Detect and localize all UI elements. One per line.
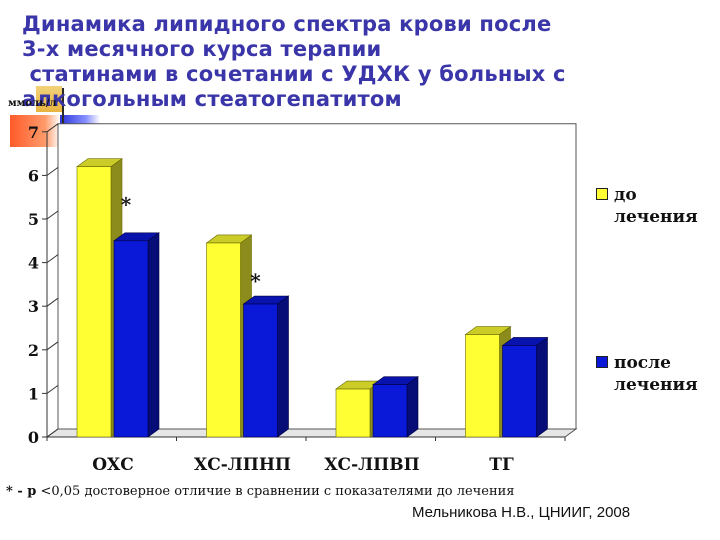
bar-side-1-1 — [277, 295, 289, 438]
x-tick-label-2: ХС-ЛПВП — [324, 455, 419, 475]
footnote: * - р <0,05 достоверное отличие в сравне… — [6, 484, 514, 499]
x-tick-label-1: ХС-ЛПНП — [194, 455, 291, 475]
significance-mark-1: * — [250, 269, 261, 293]
legend-swatch-before — [596, 188, 608, 200]
title-line-1: Динамика липидного спектра крови после — [22, 12, 552, 36]
bar-0-1 — [113, 240, 149, 438]
x-tick-label-3: ТГ — [489, 455, 514, 475]
y-tick-label-0: 0 — [28, 428, 39, 447]
y-tick-label-2: 2 — [28, 341, 39, 360]
y-tick-label-5: 5 — [28, 210, 39, 229]
footnote-mark: * - р — [6, 484, 37, 499]
legend-swatch-after — [596, 356, 608, 368]
y-tick-label-6: 6 — [28, 166, 39, 185]
title-line-4: алкогольным стеатогепатитом — [22, 87, 402, 111]
y-gridlink-1 — [46, 384, 59, 394]
bar-side-2-1 — [406, 376, 419, 438]
y-axis-label: ммоль/л — [8, 98, 57, 109]
y-gridlink-0 — [46, 428, 59, 438]
slide-title: Динамика липидного спектра крови после 3… — [22, 12, 702, 112]
bar-1-1 — [243, 303, 278, 438]
y-tick-label-4: 4 — [28, 254, 39, 273]
bar-0-0 — [76, 166, 112, 438]
title-line-3: статинами в сочетании с УДХК у больных с — [22, 62, 566, 86]
y-tick-label-7: 7 — [28, 123, 39, 142]
bar-3-0 — [465, 334, 500, 438]
y-gridlink-7 — [46, 123, 59, 133]
y-gridlink-3 — [46, 297, 59, 307]
decorative-red-gradient — [10, 115, 60, 147]
y-gridlink-2 — [46, 341, 59, 351]
bar-1-0 — [206, 242, 241, 438]
y-tick-label-1: 1 — [28, 384, 39, 403]
y-tick-label-3: 3 — [28, 297, 39, 316]
footnote-text: <0,05 достоверное отличие в сравнении с … — [36, 484, 515, 499]
bar-side-3-1 — [536, 336, 548, 438]
bar-2-1 — [372, 384, 408, 438]
bar-side-0-1 — [147, 232, 160, 438]
legend-label-after: после лечения — [614, 353, 698, 395]
bar-3-1 — [502, 345, 537, 438]
legend-label-before: до лечения — [614, 185, 698, 227]
bar-2-0 — [335, 388, 371, 438]
y-gridlink-6 — [46, 166, 59, 176]
title-line-2: 3-х месячного курса терапии — [22, 37, 382, 61]
y-gridlink-5 — [46, 210, 59, 220]
decorative-yellow-square — [36, 86, 62, 112]
significance-mark-0: * — [121, 193, 132, 217]
x-tick-label-0: ОХС — [92, 455, 134, 475]
y-gridlink-4 — [46, 254, 59, 264]
author-credit: Мельникова Н.В., ЦНИИГ, 2008 — [412, 504, 631, 521]
